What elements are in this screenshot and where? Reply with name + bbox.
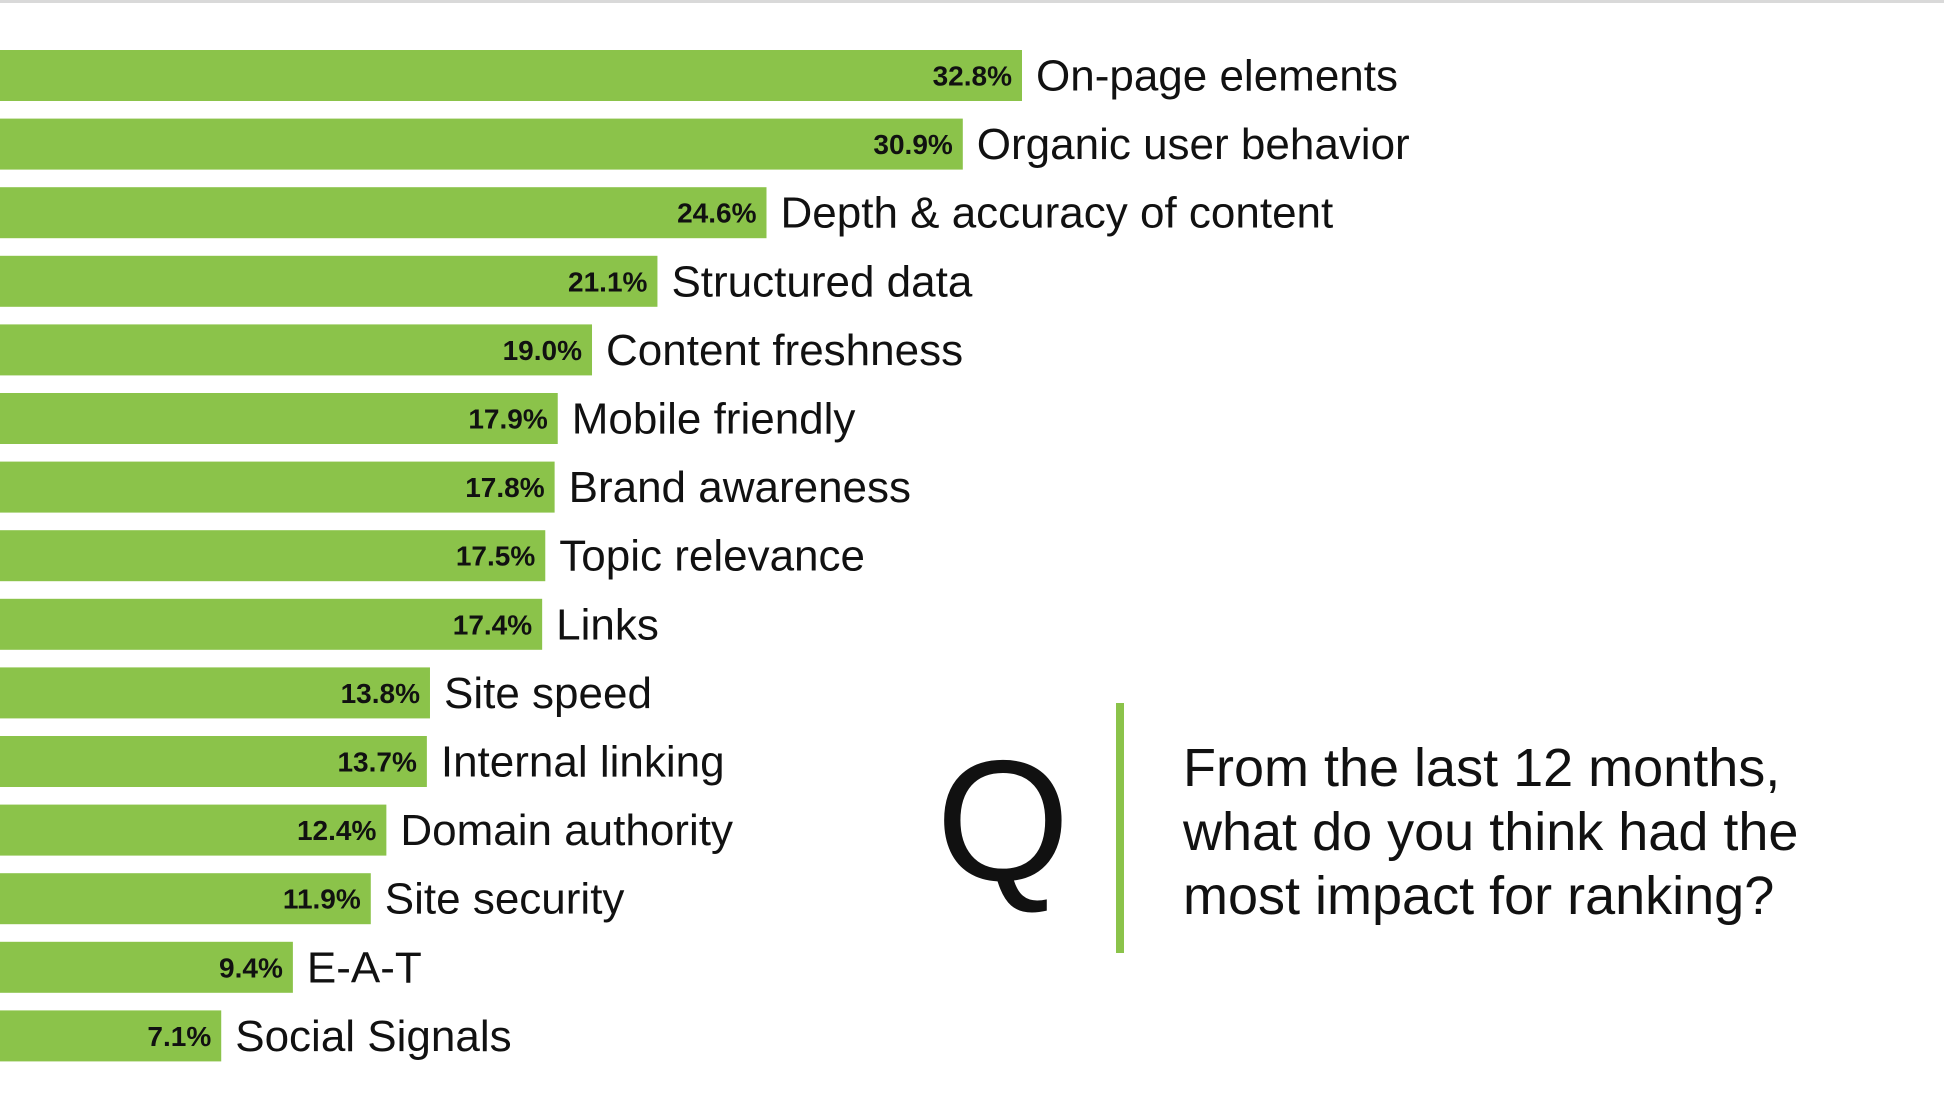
bar: [0, 598, 543, 650]
category-label: Links: [556, 600, 659, 649]
bar-value-label: 7.1%: [147, 1021, 211, 1052]
bar: [0, 736, 427, 787]
bar-value-label: 32.8%: [933, 61, 1012, 92]
bar: [0, 667, 430, 719]
bar-value-label: 19.0%: [503, 335, 582, 366]
bar: [0, 530, 546, 582]
category-label: Social Signals: [235, 1012, 511, 1061]
category-label: Depth & accuracy of content: [781, 189, 1334, 238]
category-label: Mobile friendly: [572, 395, 856, 444]
category-label: Domain authority: [400, 806, 733, 855]
bar: [0, 187, 767, 239]
bar: [0, 50, 1022, 101]
bar-value-label: 21.1%: [568, 266, 647, 297]
top-divider: [0, 0, 1944, 3]
category-label: Brand awareness: [569, 463, 911, 512]
bar: [0, 873, 371, 925]
category-label: Structured data: [671, 257, 972, 306]
bar-value-label: 11.9%: [283, 884, 361, 915]
question-divider: [1116, 703, 1124, 953]
question-mark: Q: [936, 725, 1070, 917]
bar: [0, 324, 593, 376]
bar: [0, 255, 658, 307]
category-label: Organic user behavior: [977, 120, 1410, 169]
bar-value-label: 17.5%: [456, 541, 535, 572]
question-line: most impact for ranking?: [1183, 866, 1775, 926]
bar-value-label: 24.6%: [677, 198, 756, 229]
bar: [0, 461, 555, 513]
category-label: Site speed: [444, 669, 652, 718]
bar-value-label: 12.4%: [297, 815, 376, 846]
bar-value-label: 17.8%: [465, 472, 544, 503]
bar-value-label: 17.4%: [453, 609, 532, 640]
category-label: Internal linking: [441, 738, 725, 787]
bar: [0, 118, 963, 170]
bar-value-label: 9.4%: [219, 952, 283, 983]
bar-value-label: 30.9%: [873, 129, 952, 160]
bar-value-label: 13.7%: [337, 747, 416, 778]
bar: [0, 1010, 222, 1062]
bar-value-label: 17.9%: [468, 404, 547, 435]
category-label: On-page elements: [1036, 52, 1398, 101]
question-line: what do you think had the: [1183, 802, 1799, 862]
bar: [0, 941, 293, 993]
category-label: Site security: [385, 875, 625, 924]
question-line: From the last 12 months,: [1183, 738, 1781, 798]
question-text: From the last 12 months, what do you thi…: [1183, 736, 1883, 928]
category-label: Topic relevance: [559, 532, 865, 581]
bar: [0, 804, 387, 856]
category-label: E-A-T: [307, 943, 422, 992]
bar-value-label: 13.8%: [341, 678, 420, 709]
category-label: Content freshness: [606, 326, 963, 375]
bar: [0, 393, 558, 444]
